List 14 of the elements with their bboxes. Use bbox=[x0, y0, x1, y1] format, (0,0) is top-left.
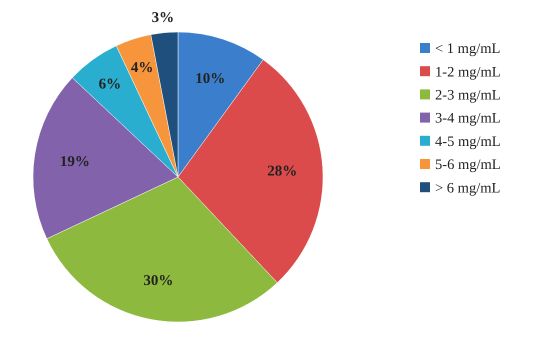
legend-label: > 6 mg/mL bbox=[435, 180, 500, 196]
legend-label: 3-4 mg/mL bbox=[435, 110, 501, 127]
data-label: 30% bbox=[143, 272, 174, 289]
legend-label: 4-5 mg/mL bbox=[435, 134, 501, 150]
data-label: 10% bbox=[195, 70, 226, 87]
data-label: 28% bbox=[267, 164, 298, 180]
legend-label: 2-3 mg/mL bbox=[435, 87, 501, 104]
legend-label: < 1 mg/mL bbox=[435, 41, 500, 58]
legend-label: 5-6 mg/mL bbox=[435, 157, 501, 174]
data-label: 6% bbox=[98, 76, 122, 92]
legend-label: 1-2 mg/mL bbox=[435, 64, 501, 80]
data-label: 19% bbox=[60, 154, 90, 170]
data-label: 3% bbox=[152, 10, 174, 26]
data-label: 4% bbox=[130, 60, 154, 76]
